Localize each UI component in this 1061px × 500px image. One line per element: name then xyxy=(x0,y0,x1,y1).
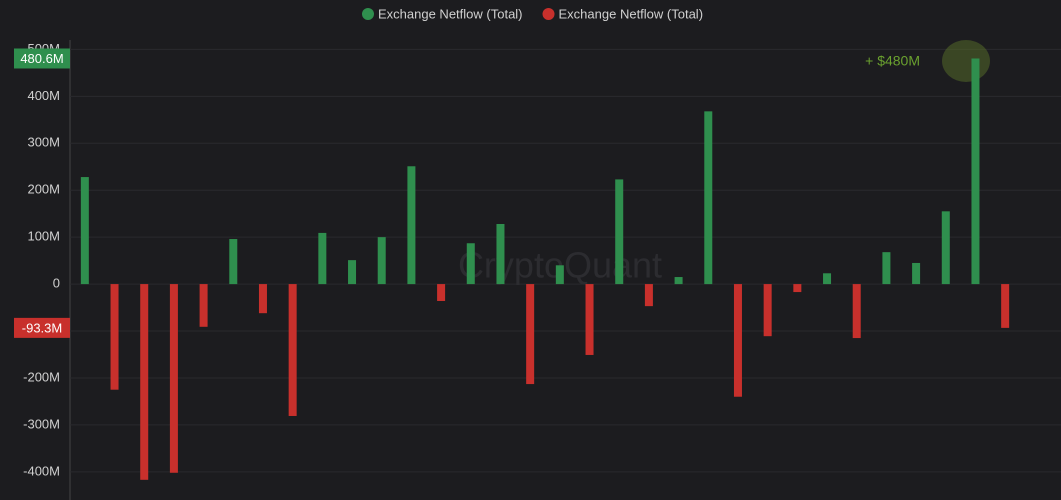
highlight-circle xyxy=(942,40,990,82)
bar xyxy=(912,262,921,285)
bar xyxy=(585,284,594,355)
bar xyxy=(941,211,950,285)
value-badge xyxy=(14,317,70,338)
bar xyxy=(674,277,683,285)
bar xyxy=(407,166,416,285)
value-label: -93.3M xyxy=(22,320,62,335)
bar xyxy=(1001,284,1010,328)
bar xyxy=(229,239,238,285)
bar xyxy=(110,284,119,390)
bar xyxy=(466,243,475,285)
legend-marker xyxy=(542,8,555,20)
y-tick-label: -400M xyxy=(23,463,60,478)
y-tick-label: 100M xyxy=(27,229,60,244)
legend-label: Exchange Netflow (Total) xyxy=(378,6,523,21)
y-tick-label: 200M xyxy=(27,182,60,197)
bar xyxy=(348,260,357,285)
bar xyxy=(496,224,505,285)
bar xyxy=(704,111,713,285)
bar xyxy=(793,284,802,293)
bar xyxy=(852,284,861,339)
bar xyxy=(377,237,386,285)
y-tick-label: -300M xyxy=(23,416,60,431)
bar xyxy=(823,273,832,285)
bar xyxy=(644,284,653,307)
y-tick-label: 400M xyxy=(27,88,60,103)
bar xyxy=(288,284,297,416)
value-label: 480.6M xyxy=(20,51,63,66)
bar xyxy=(733,284,742,397)
bar xyxy=(437,284,446,301)
y-tick-label: 300M xyxy=(27,135,60,150)
bar xyxy=(80,177,89,285)
y-tick-label: 0 xyxy=(53,276,60,291)
bar xyxy=(555,265,564,285)
legend-label: Exchange Netflow (Total) xyxy=(559,6,704,21)
bar xyxy=(258,284,267,314)
bar xyxy=(971,58,980,285)
bar xyxy=(882,252,891,285)
y-tick-label: -200M xyxy=(23,369,60,384)
bar xyxy=(140,284,149,480)
value-badge xyxy=(14,48,70,69)
bar xyxy=(169,284,178,473)
annotation: + $480M xyxy=(865,53,920,69)
bar xyxy=(318,232,327,285)
bar xyxy=(763,284,772,337)
bar xyxy=(199,284,208,327)
bar xyxy=(526,284,535,385)
legend-marker xyxy=(362,8,374,20)
bar xyxy=(615,179,624,285)
